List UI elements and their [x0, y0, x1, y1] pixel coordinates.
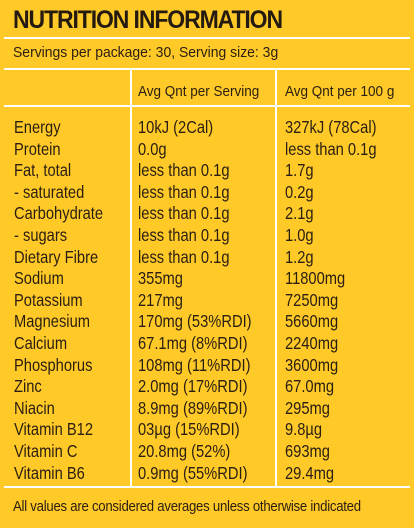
footer-note: All values are considered averages unles… [13, 498, 361, 515]
per-100g-value: 5660mg [285, 311, 339, 332]
table-row: Protein 0.0g less than 0.1g [0, 139, 414, 161]
per-100g-value: 295mg [285, 397, 330, 418]
table-row: Sodium 355mg 11800mg [0, 268, 414, 290]
per-serving-value: 217mg [138, 289, 183, 310]
nutrient-name: Magnesium [14, 311, 90, 332]
per-serving-value: 0.9mg (55%RDI) [138, 462, 248, 483]
per-serving-value: 10kJ (2Cal) [138, 117, 214, 137]
table-row: Energy 10kJ (2Cal) 327kJ (78Cal) [0, 117, 414, 139]
per-100g-value: 1.2g [285, 246, 314, 267]
per-100g-value: 2240mg [285, 332, 339, 353]
nutrient-name: Sodium [14, 268, 64, 289]
nutrient-name: Dietary Fibre [14, 246, 99, 267]
per-serving-value: 20.8mg (52%) [138, 440, 231, 461]
nutrient-name: - saturated [14, 181, 85, 202]
column-divider-left [130, 70, 132, 486]
nutrient-name: Vitamin B12 [14, 419, 93, 440]
per-serving-value: 108mg (11%RDI) [138, 354, 251, 375]
table-row: Calcium 67.1mg (8%RDI) 2240mg [0, 333, 414, 355]
per-serving-value: less than 0.1g [138, 160, 230, 181]
nutrient-name: Calcium [14, 332, 68, 353]
per-100g-value: 327kJ (78Cal) [285, 117, 377, 137]
per-serving-value: less than 0.1g [138, 224, 230, 245]
per-serving-value: less than 0.1g [138, 181, 230, 202]
table-row: Zinc 2.0mg (17%RDI) 67.0mg [0, 376, 414, 398]
nutrient-name: Zinc [14, 376, 42, 397]
per-serving-value: 2.0mg (17%RDI) [138, 376, 248, 397]
rule-under-title [4, 37, 410, 39]
nutrient-name: Potassium [14, 289, 83, 310]
per-serving-value: 170mg (53%RDI) [138, 311, 252, 332]
nutrient-name: Energy [14, 117, 61, 137]
table-row: - saturated less than 0.1g 0.2g [0, 182, 414, 204]
column-divider-right [275, 70, 277, 486]
table-row: Carbohydrate less than 0.1g 2.1g [0, 203, 414, 225]
table-row: Phosphorus 108mg (11%RDI) 3600mg [0, 355, 414, 377]
per-serving-value: less than 0.1g [138, 203, 230, 224]
per-serving-value: 0.0g [138, 138, 167, 159]
per-100g-value: 1.7g [285, 160, 314, 181]
panel-title: NUTRITION INFORMATION [13, 6, 283, 34]
nutrient-name: Carbohydrate [14, 203, 104, 224]
table-row: Magnesium 170mg (53%RDI) 5660mg [0, 311, 414, 333]
table-row: Vitamin C 20.8mg (52%) 693mg [0, 441, 414, 463]
table-row: Vitamin B6 0.9mg (55%RDI) 29.4mg [0, 463, 414, 485]
per-serving-value: 355mg [138, 268, 183, 289]
nutrient-name: Vitamin B6 [14, 462, 85, 483]
rule-under-serving [4, 68, 410, 70]
table-row: Potassium 217mg 7250mg [0, 290, 414, 312]
per-100g-value: 2.1g [285, 203, 314, 224]
per-serving-value: 03µg (15%RDI) [138, 419, 240, 440]
per-100g-value: 693mg [285, 440, 330, 461]
column-header-per-serving: Avg Qnt per Serving [138, 83, 260, 100]
per-100g-value: 0.2g [285, 181, 314, 202]
table-row: Fat, total less than 0.1g 1.7g [0, 160, 414, 182]
serving-info: Servings per package: 30, Serving size: … [13, 44, 279, 61]
per-100g-value: 11800mg [285, 268, 346, 289]
nutrient-rows: Energy 10kJ (2Cal) 327kJ (78Cal) Protein 0.0… [0, 117, 414, 484]
rule-above-footer [4, 486, 410, 488]
nutrient-name: Fat, total [14, 160, 72, 181]
nutrient-name: Vitamin C [14, 440, 78, 461]
table-row: Vitamin B12 03µg (15%RDI) 9.8µg [0, 419, 414, 441]
nutrient-name: Niacin [14, 397, 55, 418]
nutrient-name: - sugars [14, 224, 68, 245]
per-100g-value: 1.0g [285, 224, 314, 245]
table-row: Dietary Fibre less than 0.1g 1.2g [0, 247, 414, 269]
rule-under-column-headers [4, 105, 410, 107]
per-100g-value: 67.0mg [285, 376, 335, 397]
table-row: - sugars less than 0.1g 1.0g [0, 225, 414, 247]
per-100g-value: 9.8µg [285, 419, 323, 440]
per-serving-value: less than 0.1g [138, 246, 230, 267]
per-serving-value: 67.1mg (8%RDI) [138, 332, 248, 353]
column-header-per-100g: Avg Qnt per 100 g [285, 83, 395, 100]
per-100g-value: 3600mg [285, 354, 339, 375]
nutrient-name: Phosphorus [14, 354, 93, 375]
table-row: Niacin 8.9mg (89%RDI) 295mg [0, 398, 414, 420]
per-100g-value: 7250mg [285, 289, 339, 310]
nutrient-name: Protein [14, 138, 61, 159]
per-100g-value: less than 0.1g [285, 138, 377, 159]
per-100g-value: 29.4mg [285, 462, 335, 483]
per-serving-value: 8.9mg (89%RDI) [138, 397, 248, 418]
